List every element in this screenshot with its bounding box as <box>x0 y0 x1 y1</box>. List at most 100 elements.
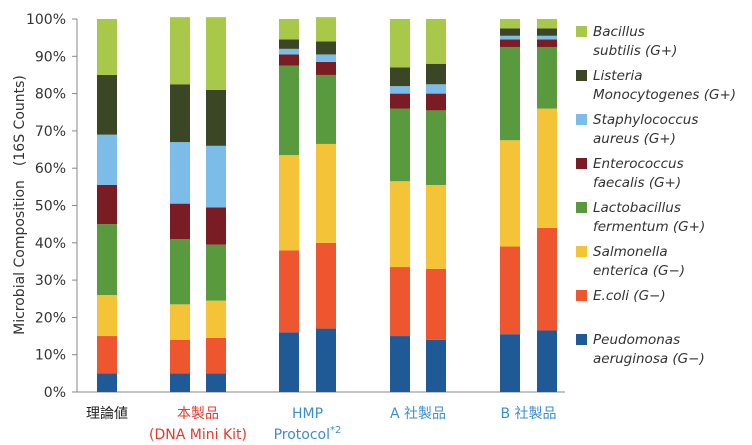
bar-segment <box>500 35 520 40</box>
bar-segment <box>97 134 117 185</box>
bar-segment <box>390 67 410 87</box>
y-tick-label: 70% <box>35 124 66 140</box>
category-label: Protocol*2 <box>274 425 342 443</box>
bar-segment <box>170 17 190 85</box>
bar-segment <box>500 46 520 141</box>
bar-segment <box>390 93 410 109</box>
bar-segment <box>426 93 446 111</box>
bar-segment <box>279 39 299 49</box>
legend-label: Bacillus <box>593 24 645 40</box>
category-label: 理論値 <box>86 406 128 422</box>
bar-segment <box>537 108 557 228</box>
bar-segment <box>97 74 117 135</box>
bar-segment <box>426 84 446 94</box>
bar-segment <box>97 295 117 337</box>
bar-segment <box>170 373 190 392</box>
legend-label: faecalis (G+) <box>593 175 681 191</box>
bar-segment <box>316 328 336 392</box>
bar-segment <box>500 334 520 392</box>
category-label: (DNA Mini Kit) <box>149 427 247 443</box>
legend-label: aeruginosa (G−) <box>593 351 705 367</box>
bar-segment <box>206 337 226 374</box>
bar-segment <box>279 54 299 66</box>
bar-segment <box>170 339 190 374</box>
legend-swatch <box>576 26 587 37</box>
bar-segment <box>537 35 557 40</box>
bar-segment <box>279 250 299 333</box>
bar-segment <box>97 224 117 296</box>
legend-label: Peudomonas <box>593 332 680 348</box>
legend-label: Salmonella <box>593 244 668 260</box>
bar-segment <box>170 239 190 305</box>
legend-swatch <box>576 70 587 81</box>
y-tick-label: 50% <box>35 199 66 215</box>
bar-segment <box>500 19 520 29</box>
bar-segment <box>316 17 336 42</box>
bar-segment <box>206 17 226 90</box>
y-tick-label: 100% <box>26 12 66 28</box>
bar-segment <box>206 300 226 338</box>
bar-segment <box>537 19 557 29</box>
bar-segment <box>316 61 336 75</box>
bar-segment <box>537 46 557 109</box>
legend-label: fermentum (G+) <box>593 219 705 235</box>
bar-segment <box>426 19 446 64</box>
bar-segment <box>426 110 446 185</box>
bar-segment <box>279 155 299 251</box>
bar-segment <box>426 184 446 269</box>
legend-swatch <box>576 114 587 125</box>
bar-segment <box>537 227 557 331</box>
legend-swatch <box>576 290 587 301</box>
bar-segment <box>537 330 557 392</box>
legend-label: Staphylococcus <box>593 112 698 128</box>
legend-label: Enterococcus <box>593 156 684 172</box>
bar-segment <box>206 373 226 392</box>
legend-label: Monocytogenes (G+) <box>593 87 736 103</box>
bar-segment <box>97 336 117 374</box>
bar-segment <box>390 86 410 94</box>
y-tick-label: 90% <box>35 49 66 65</box>
legend-label: E.coli (G−) <box>593 288 666 304</box>
bar-segment <box>316 41 336 55</box>
y-tick-label: 80% <box>35 87 66 103</box>
bar-segment <box>170 203 190 240</box>
category-label: B 社製品 <box>500 406 556 422</box>
footnote-superscript: *2 <box>330 425 341 436</box>
y-tick-label: 40% <box>35 236 66 252</box>
y-tick-label: 0% <box>44 385 66 401</box>
bar-segment <box>206 89 226 146</box>
bar-segment <box>537 39 557 47</box>
bar-segment <box>279 48 299 55</box>
bar-segment <box>316 54 336 62</box>
bar-segment <box>390 108 410 182</box>
bar-segment <box>316 242 336 329</box>
y-tick-label: 30% <box>35 273 66 289</box>
bar-segment <box>97 184 117 225</box>
legend-label: subtilis (G+) <box>593 43 677 59</box>
bar-segment <box>390 336 410 392</box>
legend-swatch <box>576 334 587 345</box>
category-label: A 社製品 <box>390 406 446 422</box>
bar-segment <box>206 244 226 301</box>
bar-segment <box>97 19 117 75</box>
bar-segment <box>426 63 446 85</box>
bar-segment <box>426 339 446 392</box>
bar-segment <box>279 65 299 156</box>
y-tick-label: 10% <box>35 348 66 364</box>
bar-segment <box>170 142 190 204</box>
bar-segment <box>500 39 520 47</box>
legend-label: Lactobacillus <box>593 200 681 216</box>
y-axis-label: Microbial Composition (16S Counts) <box>12 75 28 335</box>
bar-segment <box>500 246 520 335</box>
bar-segment <box>537 28 557 36</box>
bar-segment <box>170 84 190 143</box>
bar-segment <box>390 181 410 268</box>
bar-segment <box>279 19 299 40</box>
legend-label: Listeria <box>593 68 642 84</box>
bar-segment <box>170 304 190 340</box>
bar-segment <box>500 28 520 36</box>
legend-label: enterica (G−) <box>593 263 685 279</box>
legend-label: aureus (G+) <box>593 131 676 147</box>
category-label: HMP <box>292 406 323 422</box>
